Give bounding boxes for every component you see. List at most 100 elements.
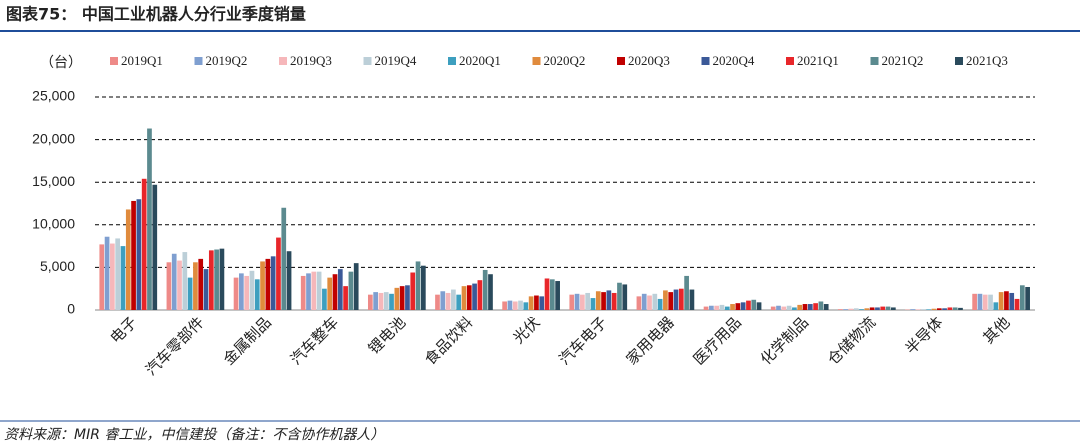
bar: [617, 282, 622, 310]
bar: [306, 273, 311, 310]
bar: [435, 294, 440, 310]
legend-label: 2021Q1: [797, 53, 839, 68]
bar: [611, 292, 617, 310]
bar: [249, 270, 255, 310]
bar: [859, 309, 864, 310]
legend-swatch: [448, 57, 456, 65]
bar: [383, 292, 389, 310]
x-tick-label: 光伏: [509, 313, 543, 347]
bar: [792, 307, 797, 310]
bar: [147, 128, 152, 310]
y-tick-label: 25,000: [32, 88, 75, 104]
bar: [684, 275, 689, 310]
bar: [890, 307, 896, 310]
bar: [332, 274, 338, 310]
legend-label: 2019Q2: [206, 53, 248, 68]
legend-swatch: [279, 57, 287, 65]
bar: [239, 273, 244, 310]
bar: [585, 292, 591, 310]
legend-label: 2021Q3: [966, 53, 1008, 68]
bar: [539, 296, 545, 310]
bar: [977, 293, 983, 310]
bar: [875, 307, 880, 310]
bar: [477, 280, 483, 310]
y-tick-label: 10,000: [32, 216, 75, 232]
legend-label: 2019Q4: [375, 53, 417, 68]
bar: [776, 305, 781, 310]
bar: [131, 200, 136, 310]
y-tick-label: 0: [67, 301, 75, 317]
bar: [482, 269, 488, 310]
bar: [461, 286, 467, 310]
bar: [936, 308, 942, 310]
bar: [714, 305, 720, 310]
source-note: 资料来源：MIR 睿工业，中信建投（备注：不含协作机器人）: [4, 427, 384, 443]
bar: [214, 249, 219, 310]
bar: [141, 178, 147, 310]
bar: [523, 302, 529, 310]
bar: [177, 260, 182, 310]
legend-swatch: [532, 57, 541, 65]
bar: [595, 291, 601, 310]
bar: [198, 258, 204, 310]
legend-label: 2020Q3: [628, 53, 670, 68]
bar: [1004, 291, 1009, 310]
y-tick-label: 20,000: [32, 130, 75, 146]
bar: [549, 279, 555, 310]
bar: [813, 303, 818, 310]
bar: [389, 293, 394, 310]
bar: [316, 271, 322, 310]
unit-label: （台）: [40, 55, 82, 71]
bar: [746, 300, 751, 310]
bar: [1009, 292, 1015, 310]
legend-swatch: [110, 57, 118, 65]
bar: [569, 294, 575, 310]
bar: [219, 248, 225, 310]
bar: [507, 300, 513, 310]
legend-label: 2019Q1: [121, 53, 163, 68]
bar: [466, 285, 472, 310]
bar: [440, 291, 446, 310]
bar: [601, 292, 606, 310]
bar: [942, 308, 947, 310]
bar: [781, 306, 787, 310]
bar: [518, 300, 523, 310]
legend-swatch: [363, 57, 372, 65]
bar: [373, 292, 378, 310]
bar: [910, 309, 916, 310]
x-tick-label: 化学制品: [757, 313, 812, 368]
legend-label: 2021Q2: [882, 53, 924, 68]
bar: [818, 301, 824, 310]
bar: [512, 301, 518, 310]
legend-swatch: [701, 57, 710, 65]
bar: [735, 303, 741, 310]
bar: [451, 289, 456, 310]
bar: [869, 307, 875, 310]
bar: [689, 289, 695, 310]
legend-label: 2020Q2: [544, 53, 586, 68]
bar: [770, 306, 776, 310]
bar: [337, 269, 343, 310]
bar: [502, 301, 507, 310]
bar: [622, 284, 628, 310]
bar: [751, 299, 757, 310]
bar: [756, 302, 762, 310]
bar: [260, 261, 265, 310]
bar: [636, 296, 642, 310]
bar: [915, 309, 921, 310]
bar: [853, 308, 859, 310]
bar: [947, 307, 953, 310]
bar: [1019, 285, 1025, 310]
bar: [322, 288, 327, 310]
y-tick-label: 5,000: [40, 258, 75, 274]
bar: [678, 288, 684, 310]
x-tick-label: 食品饮料: [421, 313, 476, 368]
bar: [528, 296, 534, 310]
bar: [724, 306, 730, 310]
bar: [534, 295, 539, 310]
bar: [110, 243, 115, 310]
bar: [348, 271, 354, 310]
bar: [740, 302, 746, 310]
bar: [952, 307, 958, 310]
bar: [668, 292, 674, 310]
